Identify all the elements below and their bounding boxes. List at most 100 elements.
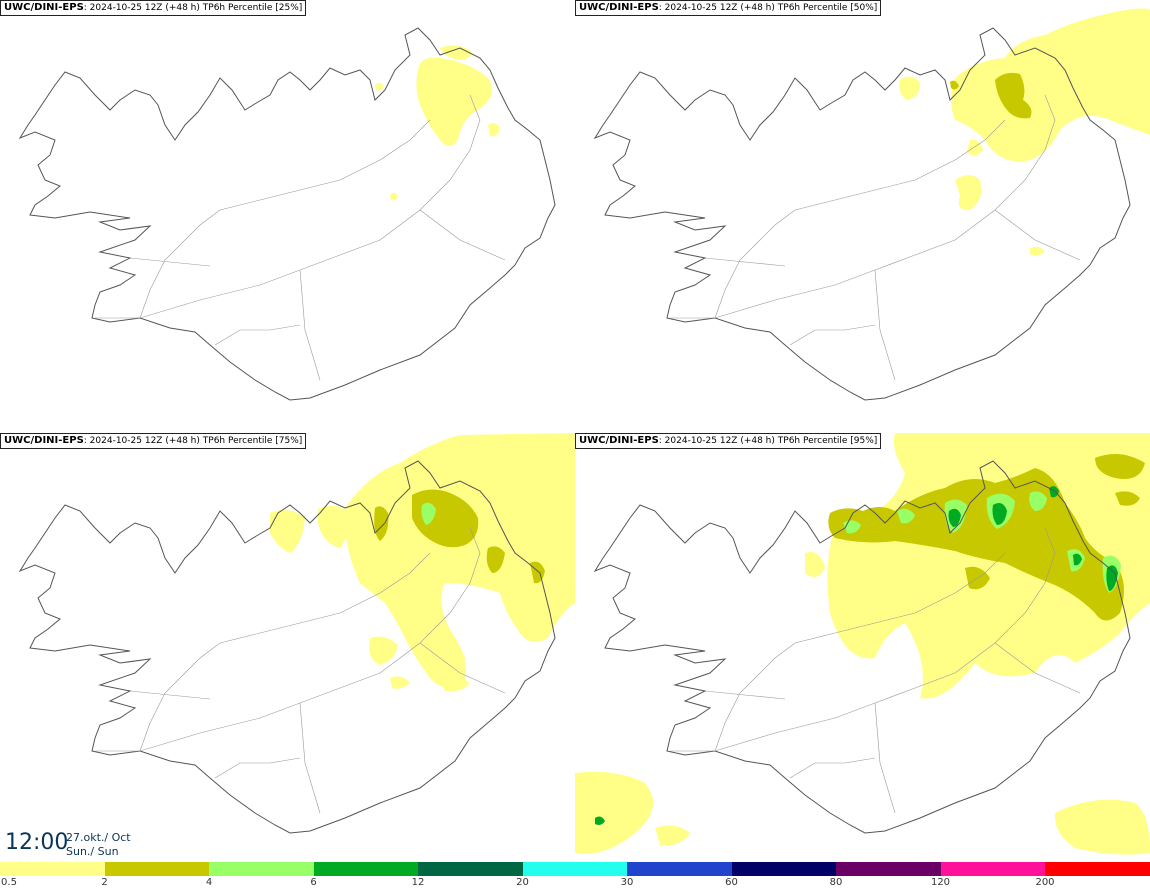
field-name: TP6h Percentile [25%] [202, 3, 303, 13]
precip-area [318, 505, 351, 548]
precip-layer [270, 433, 575, 692]
precip-layer [899, 8, 1150, 256]
run-info: 2024-10-25 12Z (+48 h) [664, 3, 775, 13]
precip-area [951, 8, 1150, 163]
precip-area [390, 192, 398, 201]
precip-area [440, 45, 472, 60]
precip-area [345, 433, 575, 688]
iceland-coastline [593, 27, 1131, 401]
run-info: 2024-10-25 12Z (+48 h) [664, 436, 775, 446]
legend-swatch [104, 862, 210, 876]
legend-label: 2 [101, 877, 108, 888]
legend-label: 12 [411, 877, 425, 888]
precip-area [416, 57, 493, 146]
legend-label: 80 [829, 877, 843, 888]
legend-swatch [1045, 862, 1150, 876]
legend-label: 4 [205, 877, 213, 888]
precip-area [575, 771, 653, 854]
precip-area [440, 678, 470, 692]
legend-label: 30 [620, 877, 634, 888]
legend-label: 120 [930, 877, 951, 888]
map-panel-p95: UWC/DINI-EPS: 2024-10-25 12Z (+48 h) TP6… [575, 433, 1150, 863]
legend-swatch [313, 862, 419, 876]
map-panel-p50: UWC/DINI-EPS: 2024-10-25 12Z (+48 h) TP6… [575, 0, 1150, 430]
panel-title: UWC/DINI-EPS: 2024-10-25 12Z (+48 h) TP6… [575, 433, 882, 449]
day-line: Sun./ Sun [66, 845, 119, 858]
precip-layer [375, 45, 500, 201]
legend-label: 200 [1035, 877, 1055, 888]
precip-area [950, 80, 959, 90]
model-name: UWC/DINI-EPS [579, 435, 659, 446]
field-name: TP6h Percentile [75%] [202, 436, 303, 446]
field-name: TP6h Percentile [50%] [777, 3, 878, 13]
precip-area [899, 76, 920, 100]
precip-area [1030, 246, 1045, 256]
precip-area [270, 509, 305, 553]
precip-area [421, 502, 436, 525]
color-legend: 0.5 2 4 6 12 20 30 60 80 120 200 [0, 862, 1150, 891]
precip-area [1115, 491, 1140, 506]
precip-area [486, 546, 505, 573]
precip-area [805, 552, 825, 577]
run-info: 2024-10-25 12Z (+48 h) [89, 3, 200, 13]
model-name: UWC/DINI-EPS [4, 2, 84, 13]
precip-area [955, 175, 982, 211]
legend-swatch [836, 862, 942, 876]
road-network [95, 94, 506, 381]
iceland-coastline [593, 460, 1131, 834]
precip-area [1029, 491, 1047, 511]
precip-area [992, 503, 1007, 525]
precip-area [375, 82, 384, 91]
precip-area [1073, 553, 1082, 566]
precip-area [827, 433, 1150, 699]
precip-area [369, 636, 398, 665]
date-line: 27.okt./ Oct [66, 831, 131, 844]
precip-area [1054, 799, 1150, 855]
precip-area [1095, 454, 1145, 479]
map-panel-p75: UWC/DINI-EPS: 2024-10-25 12Z (+48 h) TP6… [0, 433, 575, 863]
precip-area [488, 123, 500, 137]
precip-area [1106, 565, 1118, 591]
panel-title: UWC/DINI-EPS: 2024-10-25 12Z (+48 h) TP6… [0, 0, 307, 16]
map-canvas [593, 8, 1150, 401]
map-canvas [575, 433, 1150, 855]
precip-area [995, 72, 1032, 119]
legend-swatch [627, 862, 733, 876]
valid-time-box: 12:00 27.okt./ Oct Sun./ Sun [0, 827, 134, 862]
road-network [670, 94, 1081, 381]
run-info: 2024-10-25 12Z (+48 h) [89, 436, 200, 446]
valid-date: 27.okt./ Oct Sun./ Sun [66, 831, 131, 859]
legend-swatch [209, 862, 315, 876]
road-network [670, 527, 1081, 814]
road-network [95, 527, 506, 814]
precip-layer [575, 433, 1150, 855]
precip-area [454, 653, 466, 663]
map-canvas [18, 27, 556, 401]
map-panel-p25: UWC/DINI-EPS: 2024-10-25 12Z (+48 h) TP6… [0, 0, 575, 430]
legend-swatch [731, 862, 837, 876]
model-name: UWC/DINI-EPS [579, 2, 659, 13]
precip-area [828, 468, 1124, 621]
legend-swatch [418, 862, 524, 876]
legend-swatch [522, 862, 628, 876]
panel-title: UWC/DINI-EPS: 2024-10-25 12Z (+48 h) TP6… [575, 0, 882, 16]
panel-title: UWC/DINI-EPS: 2024-10-25 12Z (+48 h) TP6… [0, 433, 307, 449]
precip-area [390, 676, 410, 689]
field-name: TP6h Percentile [95%] [777, 436, 878, 446]
legend-swatch [940, 862, 1046, 876]
legend-label: 20 [516, 877, 529, 888]
precip-area [374, 506, 389, 541]
model-name: UWC/DINI-EPS [4, 435, 84, 446]
legend-label: 0.5 [1, 877, 17, 888]
iceland-coastline [18, 27, 556, 401]
legend-swatch [0, 862, 106, 876]
legend-label: 60 [725, 877, 738, 888]
iceland-coastline [18, 460, 556, 834]
valid-time: 12:00 [5, 830, 69, 855]
map-canvas [18, 433, 575, 834]
precip-area [655, 825, 690, 846]
precip-area [967, 139, 983, 156]
legend-label: 6 [310, 877, 317, 888]
precip-area [897, 508, 915, 524]
precip-area [595, 816, 605, 825]
